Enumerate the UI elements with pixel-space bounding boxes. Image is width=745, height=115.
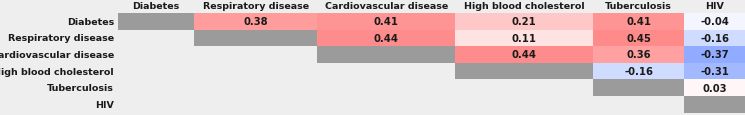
Bar — [317, 14, 455, 30]
Text: 0.03: 0.03 — [703, 83, 727, 93]
Bar — [194, 47, 317, 63]
Bar — [118, 30, 194, 47]
Text: 0.44: 0.44 — [512, 50, 536, 60]
Bar — [118, 14, 194, 30]
Text: Diabetes: Diabetes — [67, 18, 114, 26]
Text: 0.44: 0.44 — [374, 34, 399, 43]
Bar — [455, 80, 593, 96]
Bar — [593, 80, 685, 96]
Bar — [455, 96, 593, 113]
Bar — [317, 96, 455, 113]
Text: 0.38: 0.38 — [244, 17, 268, 27]
Text: HIV: HIV — [95, 100, 114, 109]
Bar — [455, 30, 593, 47]
Text: Diabetes: Diabetes — [133, 2, 180, 11]
Text: 0.41: 0.41 — [374, 17, 399, 27]
Bar — [685, 96, 745, 113]
Bar — [455, 63, 593, 80]
Text: 0.21: 0.21 — [512, 17, 536, 27]
Text: HIV: HIV — [706, 2, 724, 11]
Text: High blood cholesterol: High blood cholesterol — [464, 2, 584, 11]
Text: 0.11: 0.11 — [512, 34, 536, 43]
Bar — [685, 14, 745, 30]
Bar — [455, 14, 593, 30]
Text: Respiratory disease: Respiratory disease — [203, 2, 308, 11]
Bar — [118, 63, 194, 80]
Text: -0.16: -0.16 — [700, 34, 729, 43]
Text: High blood cholesterol: High blood cholesterol — [0, 67, 114, 76]
Text: 0.41: 0.41 — [627, 17, 651, 27]
Bar — [593, 30, 685, 47]
Bar — [593, 14, 685, 30]
Bar — [455, 47, 593, 63]
Bar — [317, 30, 455, 47]
Text: 0.36: 0.36 — [627, 50, 651, 60]
Text: -0.16: -0.16 — [624, 67, 653, 76]
Text: 0.45: 0.45 — [627, 34, 651, 43]
Bar — [118, 80, 194, 96]
Bar — [685, 47, 745, 63]
Bar — [118, 47, 194, 63]
Bar — [685, 30, 745, 47]
Bar — [317, 47, 455, 63]
Bar — [685, 63, 745, 80]
Bar — [194, 30, 317, 47]
Text: -0.37: -0.37 — [700, 50, 729, 60]
Bar — [317, 80, 455, 96]
Bar — [593, 63, 685, 80]
Bar — [194, 80, 317, 96]
Text: Cardiovascular disease: Cardiovascular disease — [325, 2, 448, 11]
Text: -0.31: -0.31 — [700, 67, 729, 76]
Text: Respiratory disease: Respiratory disease — [8, 34, 114, 43]
Bar — [194, 96, 317, 113]
Text: Tuberculosis: Tuberculosis — [605, 2, 672, 11]
Bar — [593, 47, 685, 63]
Bar — [118, 96, 194, 113]
Bar — [685, 80, 745, 96]
Bar — [194, 63, 317, 80]
Bar — [194, 14, 317, 30]
Bar — [317, 63, 455, 80]
Text: -0.04: -0.04 — [700, 17, 729, 27]
Bar — [593, 96, 685, 113]
Text: Cardiovascular disease: Cardiovascular disease — [0, 51, 114, 59]
Text: Tuberculosis: Tuberculosis — [47, 83, 114, 92]
